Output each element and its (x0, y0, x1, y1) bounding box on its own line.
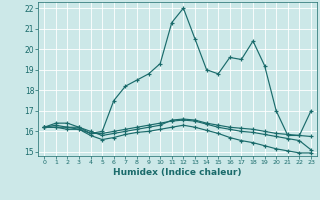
X-axis label: Humidex (Indice chaleur): Humidex (Indice chaleur) (113, 168, 242, 177)
